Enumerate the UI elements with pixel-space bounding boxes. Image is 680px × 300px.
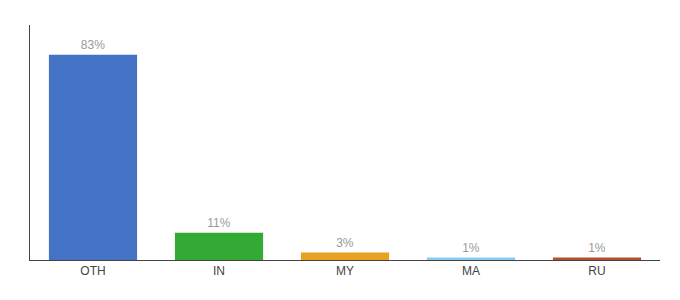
svg-text:11%: 11%	[207, 216, 230, 230]
svg-text:3%: 3%	[336, 236, 354, 250]
svg-text:RU: RU	[588, 264, 605, 278]
svg-text:83%: 83%	[81, 38, 105, 52]
svg-text:MY: MY	[336, 264, 354, 278]
svg-text:1%: 1%	[462, 241, 480, 255]
svg-text:IN: IN	[213, 264, 225, 278]
svg-text:OTH: OTH	[80, 264, 105, 278]
svg-text:MA: MA	[462, 264, 480, 278]
svg-text:1%: 1%	[588, 241, 606, 255]
